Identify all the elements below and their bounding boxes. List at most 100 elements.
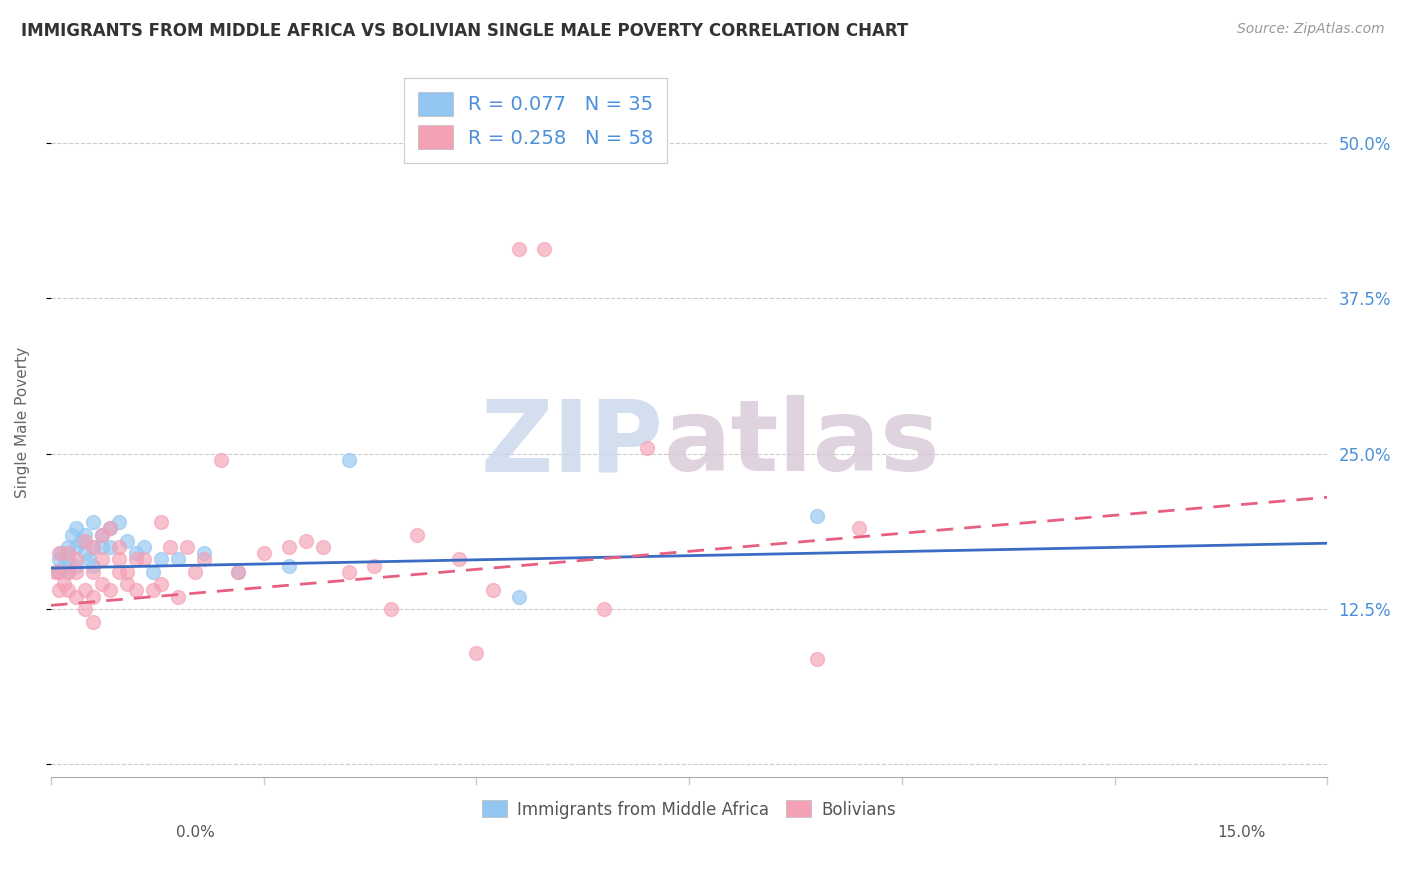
Point xyxy=(49,546,72,560)
Point xyxy=(56,583,79,598)
Point xyxy=(295,533,318,548)
Point xyxy=(82,515,104,529)
Point xyxy=(46,565,69,579)
Point xyxy=(337,565,360,579)
Point xyxy=(108,552,131,566)
Point xyxy=(52,577,75,591)
Point xyxy=(82,540,104,554)
Point xyxy=(508,242,530,256)
Point xyxy=(73,546,96,560)
Point xyxy=(142,565,165,579)
Point xyxy=(108,565,131,579)
Point xyxy=(56,540,79,554)
Point xyxy=(69,533,91,548)
Point xyxy=(82,558,104,573)
Point xyxy=(108,540,131,554)
Point xyxy=(150,515,173,529)
Point xyxy=(65,565,87,579)
Point xyxy=(125,546,148,560)
Text: IMMIGRANTS FROM MIDDLE AFRICA VS BOLIVIAN SINGLE MALE POVERTY CORRELATION CHART: IMMIGRANTS FROM MIDDLE AFRICA VS BOLIVIA… xyxy=(21,22,908,40)
Point xyxy=(108,515,131,529)
Point xyxy=(82,615,104,629)
Point xyxy=(65,558,87,573)
Point xyxy=(82,590,104,604)
Point xyxy=(159,540,181,554)
Point xyxy=(56,552,79,566)
Legend: Immigrants from Middle Africa, Bolivians: Immigrants from Middle Africa, Bolivians xyxy=(475,794,903,825)
Point xyxy=(252,546,274,560)
Point xyxy=(90,527,112,541)
Point xyxy=(380,602,402,616)
Point xyxy=(48,546,70,560)
Point xyxy=(193,552,215,566)
Point xyxy=(533,242,555,256)
Point xyxy=(176,540,198,554)
Point xyxy=(848,521,870,535)
Point xyxy=(73,583,96,598)
Point xyxy=(65,590,87,604)
Point xyxy=(82,565,104,579)
Point xyxy=(482,583,505,598)
Point xyxy=(363,558,385,573)
Point xyxy=(312,540,335,554)
Point xyxy=(337,453,360,467)
Point xyxy=(100,583,122,598)
Point xyxy=(60,527,83,541)
Point xyxy=(48,552,70,566)
Point xyxy=(150,577,173,591)
Y-axis label: Single Male Poverty: Single Male Poverty xyxy=(15,347,30,499)
Point xyxy=(167,590,190,604)
Point xyxy=(56,565,79,579)
Point xyxy=(117,577,139,591)
Point xyxy=(90,527,112,541)
Point xyxy=(100,521,122,535)
Point xyxy=(65,521,87,535)
Point xyxy=(278,558,301,573)
Point xyxy=(226,565,249,579)
Point xyxy=(142,583,165,598)
Point xyxy=(134,552,156,566)
Point xyxy=(90,577,112,591)
Point xyxy=(125,583,148,598)
Point xyxy=(77,552,100,566)
Point xyxy=(100,521,122,535)
Point xyxy=(56,565,79,579)
Point xyxy=(449,552,471,566)
Point xyxy=(193,546,215,560)
Text: 0.0%: 0.0% xyxy=(176,825,215,840)
Point xyxy=(117,533,139,548)
Point xyxy=(125,552,148,566)
Point xyxy=(636,441,658,455)
Point xyxy=(134,540,156,554)
Point xyxy=(73,533,96,548)
Point xyxy=(150,552,173,566)
Point xyxy=(806,652,828,666)
Point xyxy=(508,590,530,604)
Point xyxy=(405,527,427,541)
Point xyxy=(465,646,488,660)
Point xyxy=(117,565,139,579)
Point xyxy=(73,602,96,616)
Text: 15.0%: 15.0% xyxy=(1218,825,1265,840)
Point xyxy=(278,540,301,554)
Point xyxy=(209,453,232,467)
Point xyxy=(65,540,87,554)
Text: ZIP: ZIP xyxy=(481,395,664,492)
Text: Source: ZipAtlas.com: Source: ZipAtlas.com xyxy=(1237,22,1385,37)
Point xyxy=(73,527,96,541)
Point xyxy=(56,546,79,560)
Point xyxy=(65,552,87,566)
Point xyxy=(44,565,66,579)
Text: atlas: atlas xyxy=(664,395,941,492)
Point xyxy=(90,540,112,554)
Point xyxy=(100,540,122,554)
Point xyxy=(48,565,70,579)
Point xyxy=(593,602,616,616)
Point xyxy=(226,565,249,579)
Point xyxy=(184,565,207,579)
Point xyxy=(806,508,828,523)
Point xyxy=(82,540,104,554)
Point xyxy=(48,583,70,598)
Point xyxy=(52,558,75,573)
Point xyxy=(90,552,112,566)
